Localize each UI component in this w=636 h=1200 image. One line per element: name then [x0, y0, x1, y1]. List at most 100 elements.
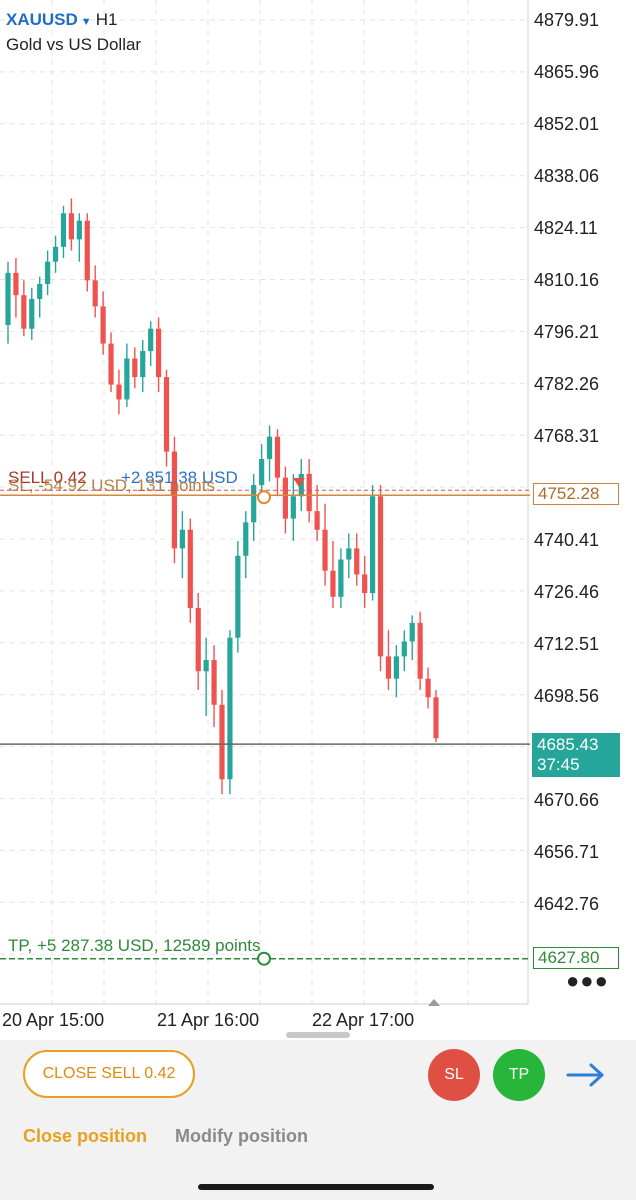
candle-body [21, 295, 27, 329]
candle-body [243, 522, 249, 556]
price-axis-label: 4824.11 [534, 218, 598, 238]
candle-body [409, 622, 415, 642]
candle-body [314, 511, 320, 530]
price-axis-label: 4879.91 [534, 10, 600, 30]
candle-body [306, 473, 312, 512]
candle-body [417, 622, 423, 679]
sell-entry-marker [293, 478, 305, 487]
candle-body [203, 660, 209, 672]
panel-drag-handle[interactable] [286, 1032, 350, 1038]
candle-body [68, 213, 75, 240]
candle-body [29, 298, 35, 329]
candle-body [227, 637, 233, 780]
time-axis-label: 21 Apr 16:00 [157, 1010, 260, 1030]
candle-body [92, 280, 98, 307]
candle-body [140, 351, 146, 378]
candle-body [362, 574, 368, 594]
symbol-name[interactable]: XAUUSD [6, 10, 78, 29]
candle-body [235, 555, 241, 638]
tab-close-position[interactable]: Close position [23, 1126, 148, 1146]
take-profit-price-badge: 4627.80 [533, 947, 619, 969]
time-axis-label: 22 Apr 17:00 [312, 1010, 415, 1030]
price-axis-label: 4740.41 [534, 530, 600, 550]
candle-body [100, 306, 106, 344]
price-axis-label: 4712.51 [534, 634, 600, 654]
stop-loss-handle [257, 490, 271, 505]
candle-body [76, 220, 82, 240]
take-profit-handle [257, 951, 271, 966]
candle-body [385, 656, 392, 679]
price-axis-label: 4768.31 [534, 426, 600, 446]
candle-body [45, 261, 51, 285]
candle-body [60, 213, 67, 247]
candle-body [171, 451, 178, 549]
price-axis-label: 4698.56 [534, 686, 600, 706]
candle-body [322, 529, 328, 571]
candle-body [290, 496, 296, 519]
candle-body [330, 570, 336, 597]
price-axis-label: 4865.96 [534, 62, 600, 82]
more-options-icon[interactable]: ●●● [566, 968, 609, 993]
candle-body [84, 220, 90, 281]
candle-body [155, 328, 162, 378]
candle-body [266, 436, 273, 460]
candle-body [298, 473, 304, 497]
price-axis-label: 4852.01 [534, 114, 600, 134]
candle-body [179, 529, 185, 549]
candle-body [401, 641, 407, 657]
candle-body [124, 358, 130, 400]
price-axis-label: 4726.46 [534, 582, 600, 602]
stop-loss-label[interactable]: SL, -54.92 USD, 131 points [8, 476, 215, 495]
chevron-down-icon[interactable]: ▼ [80, 16, 92, 28]
timeframe-label[interactable]: H1 [95, 10, 118, 29]
take-profit-label[interactable]: TP, +5 287.38 USD, 12589 points [8, 936, 261, 955]
candle-body [116, 384, 122, 400]
chart-canvas[interactable] [0, 0, 636, 1040]
candle-body [195, 607, 201, 672]
candle-body [211, 660, 217, 705]
position-panel: CLOSE SELL 0.42 SL TP Close position Mod… [0, 1040, 636, 1200]
candle-body [148, 328, 154, 352]
price-chart[interactable]: XAUUSD ▼ H1 Gold vs US Dollar 4879.91 4865.… [0, 0, 636, 1040]
candle-body [433, 697, 439, 739]
candle-body [132, 358, 138, 378]
price-axis-label: 4670.66 [534, 790, 600, 810]
current-price-value: 4685.43 [537, 735, 599, 754]
sell-position-profit: +2 851.38 USD [121, 468, 238, 487]
price-axis-label: 4642.76 [534, 894, 600, 914]
symbol-description: Gold vs US Dollar [6, 35, 142, 54]
take-profit-button[interactable]: TP [493, 1049, 545, 1101]
candle-body [163, 377, 170, 452]
close-sell-button[interactable]: CLOSE SELL 0.42 [23, 1050, 195, 1098]
home-indicator[interactable] [198, 1184, 434, 1190]
candle-countdown: 37:45 [537, 755, 580, 774]
scroll-marker-icon [428, 999, 440, 1006]
candle-body [377, 496, 384, 657]
stop-loss-price-badge: 4752.28 [533, 483, 619, 505]
candle-body [37, 284, 43, 299]
price-axis-label: 4810.16 [534, 270, 600, 290]
price-axis-label: 4782.26 [534, 374, 600, 394]
candle-body [187, 529, 193, 608]
candle-body [13, 272, 19, 296]
candle-body [338, 559, 344, 597]
candle-body [425, 678, 431, 698]
sell-position-label[interactable]: SELL 0.42 [8, 468, 87, 487]
current-price-badge: 4685.43 37:45 [532, 733, 620, 777]
price-axis-label: 4838.06 [534, 166, 600, 186]
candle-body [346, 548, 352, 560]
candle-body [108, 343, 114, 385]
candle-body [251, 485, 257, 523]
candle-body [52, 246, 59, 262]
candle-body [274, 436, 281, 478]
time-axis-label: 20 Apr 15:00 [2, 1010, 105, 1030]
price-axis-label: 4796.21 [534, 322, 600, 342]
price-axis-label: 4656.71 [534, 842, 600, 862]
candle-body [393, 656, 399, 679]
stop-loss-button[interactable]: SL [428, 1049, 480, 1101]
symbol-selector[interactable]: XAUUSD ▼ H1 [6, 10, 117, 30]
tab-modify-position[interactable]: Modify position [175, 1126, 308, 1146]
arrow-right-icon[interactable] [566, 1060, 606, 1090]
candle-body [369, 496, 376, 594]
candle-body [219, 704, 225, 780]
